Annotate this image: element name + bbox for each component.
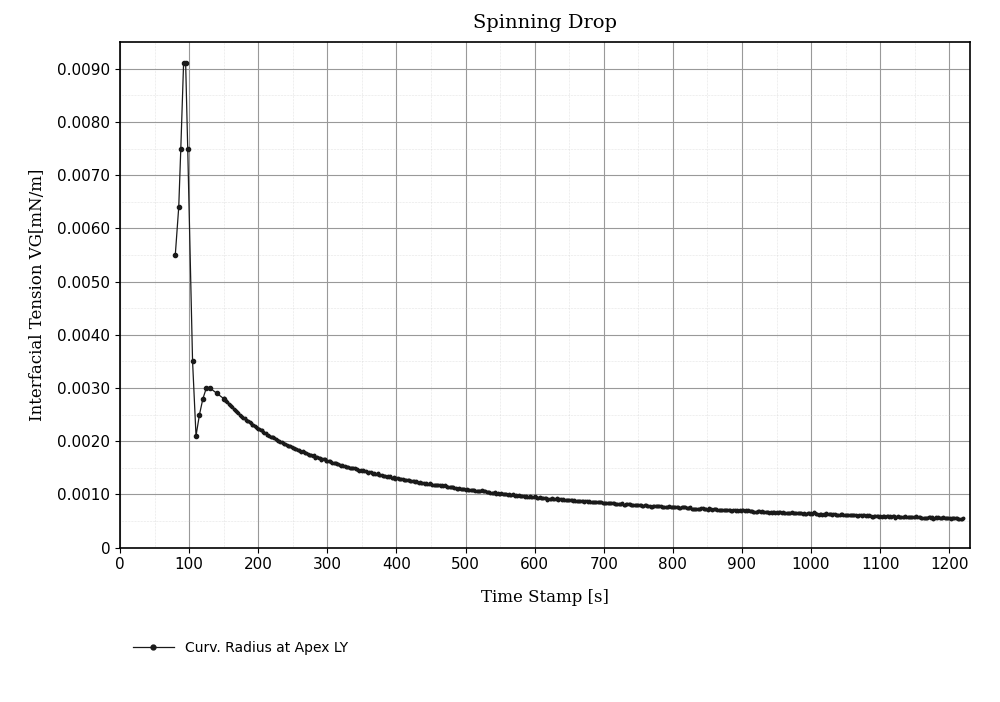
Legend: Curv. Radius at Apex LY: Curv. Radius at Apex LY (127, 635, 354, 661)
Y-axis label: Interfacial Tension VG[mN/m]: Interfacial Tension VG[mN/m] (29, 168, 46, 421)
X-axis label: Time Stamp [s]: Time Stamp [s] (481, 589, 609, 606)
Title: Spinning Drop: Spinning Drop (473, 14, 617, 32)
